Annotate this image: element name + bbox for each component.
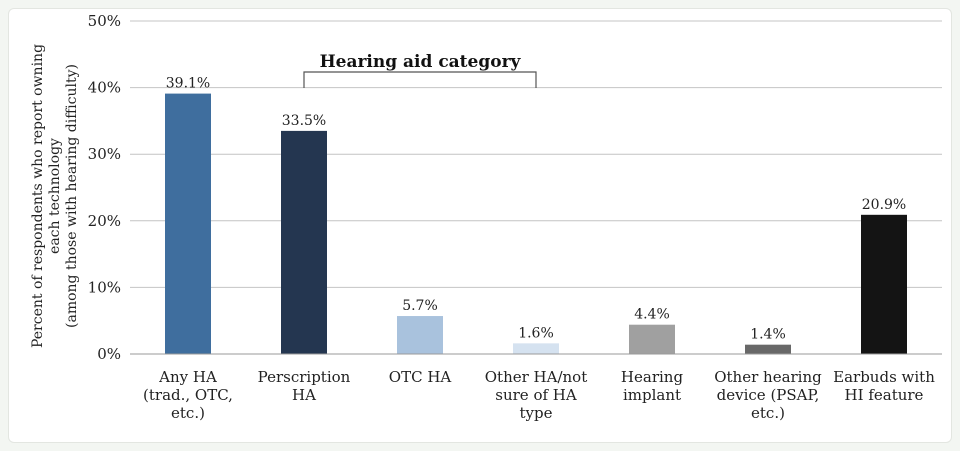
y-tick-label: 0% [97,345,121,363]
category-label: Other HA/not sure of HA type [485,368,588,422]
bracket-label: Hearing aid category [320,52,522,72]
category-label: Other hearing device (PSAP, etc.) [714,368,822,422]
data-labels: 39.1% 33.5% 5.7% 1.6% 4.4% 1.4% 20.9% [166,76,906,343]
category-label: Earbuds with HI feature [833,368,935,404]
bar [745,344,791,354]
category-label: OTC HA [389,368,452,386]
bar [629,324,675,354]
y-tick-label: 40% [88,79,121,97]
y-axis-ticks: 0% 10% 20% 30% 40% 50% [88,12,121,363]
bar [281,130,327,354]
bar [165,93,211,355]
y-tick-label: 10% [88,278,121,296]
y-tick-label: 20% [88,212,121,230]
data-label: 39.1% [166,76,210,92]
bracket-line [303,71,537,88]
data-label: 4.4% [634,307,670,323]
gridlines [130,20,942,288]
category-labels: Any HA (trad., OTC, etc.) Perscription HA OTC… [143,368,935,422]
data-label: 1.6% [518,325,554,341]
data-label: 1.4% [750,327,786,343]
bars [165,93,907,355]
data-label: 5.7% [402,298,438,314]
category-label: Any HA (trad., OTC, etc.) [143,368,233,422]
bar [513,343,559,354]
category-label: Perscription HA [258,368,351,404]
data-label: 20.9% [862,197,906,213]
y-tick-label: 50% [88,12,121,30]
data-label: 33.5% [282,113,326,129]
bar [397,316,443,354]
category-label: Hearing implant [621,368,684,404]
hearing-aid-category-bracket: Hearing aid category [303,52,537,88]
y-axis-label: Percent of respondents who report owning… [30,44,80,348]
y-tick-label: 30% [88,145,121,163]
bar [861,214,907,354]
